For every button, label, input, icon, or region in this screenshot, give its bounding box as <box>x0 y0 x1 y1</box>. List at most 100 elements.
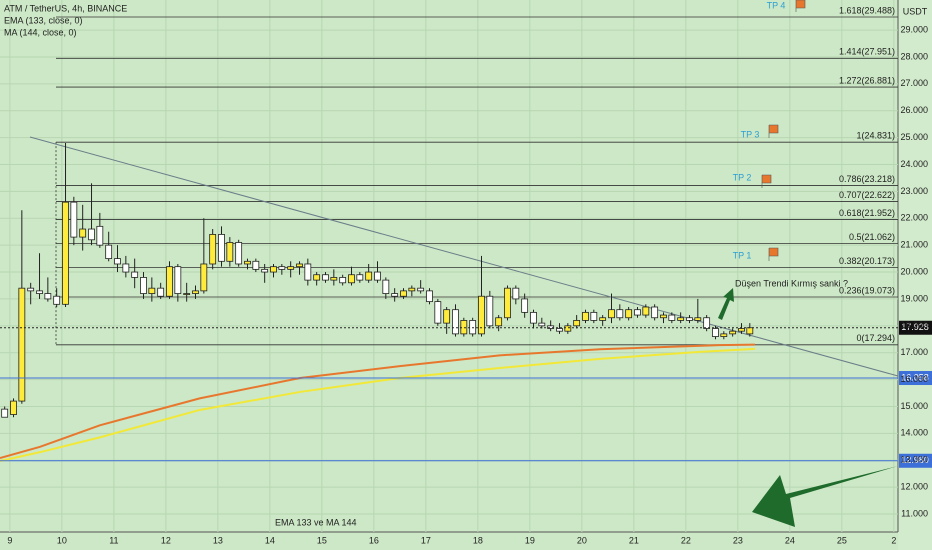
candle-body <box>18 287 26 402</box>
y-tick-label: 16.000 <box>900 374 928 384</box>
fib-label: 1.272(26.881) <box>839 75 895 85</box>
candle-body <box>140 277 147 294</box>
candle-body <box>625 309 633 319</box>
candle-body <box>746 327 754 335</box>
candle-body <box>521 298 529 313</box>
candle-body <box>408 287 416 292</box>
fib-label: 0(17.294) <box>856 333 895 343</box>
candle-body <box>131 271 139 278</box>
x-tick-label: 20 <box>577 535 587 545</box>
candle-body <box>469 320 477 335</box>
ma-line <box>0 347 756 463</box>
x-tick-label: 2 <box>891 535 896 545</box>
candle-body <box>105 244 113 260</box>
flag <box>768 247 779 261</box>
x-tick-label: 21 <box>629 535 639 545</box>
y-tick-label: 19.000 <box>900 293 928 303</box>
x-tick-label: 13 <box>213 535 223 545</box>
x-tick-label: 16 <box>369 535 379 545</box>
candle-body <box>452 309 459 335</box>
ma-line <box>0 343 756 460</box>
x-tick-label: 23 <box>733 535 743 545</box>
candle-body <box>70 201 78 238</box>
y-tick-label: 15.000 <box>900 401 928 411</box>
y-tick-label: 28.000 <box>900 51 928 61</box>
candle-body <box>712 328 719 337</box>
candle-body <box>677 317 685 321</box>
candle-body <box>174 266 182 294</box>
candle-body <box>313 274 321 281</box>
y-tick-label: 18.000 <box>900 320 928 330</box>
arrow <box>752 466 898 527</box>
tp-label: TP 4 <box>767 0 786 10</box>
y-tick-label: 27.000 <box>900 78 928 88</box>
candle-body <box>720 333 728 337</box>
candle-body <box>417 287 425 292</box>
grid <box>0 0 898 532</box>
tp-label: TP 1 <box>733 250 752 260</box>
candle-body <box>547 325 555 329</box>
candle-body <box>374 271 381 281</box>
y-tick-label: 13.000 <box>900 455 928 465</box>
y-tick-label: 14.000 <box>900 428 928 438</box>
candle-body <box>218 234 225 262</box>
candle-body <box>608 309 615 319</box>
candle-body <box>322 274 329 281</box>
candle-body <box>296 263 303 268</box>
tp-label: TP 2 <box>733 172 752 182</box>
flag <box>795 0 806 12</box>
y-tick-label: 25.000 <box>900 132 928 142</box>
candle-body <box>192 290 199 294</box>
candle-body <box>226 242 234 262</box>
candle-body <box>148 287 156 294</box>
x-tick-label: 18 <box>473 535 483 545</box>
x-tick-label: 22 <box>681 535 691 545</box>
candle-body <box>53 295 61 305</box>
candle-body <box>512 287 520 300</box>
annotation: Düşen Trendi Kırmış sanki ? <box>735 278 848 288</box>
candle-body <box>694 317 702 321</box>
candle-body <box>79 228 87 238</box>
candle-body <box>590 311 598 321</box>
fib-label: 0.707(22.622) <box>839 190 895 200</box>
flags <box>761 0 806 261</box>
candles <box>1 143 754 418</box>
candle-body <box>495 317 503 327</box>
last-price-label: 17.928 <box>901 322 929 332</box>
fib-label: 0.236(19.073) <box>839 285 895 295</box>
candle-body <box>400 290 407 297</box>
candle-body <box>365 271 373 281</box>
candle-body <box>304 263 312 281</box>
y-tick-label: 29.000 <box>900 24 928 34</box>
candle-body <box>339 277 347 284</box>
x-tick-label: 19 <box>525 535 535 545</box>
candle-body <box>382 279 390 294</box>
fib-label: 1.414(27.951) <box>839 47 895 57</box>
candle-body <box>478 295 485 335</box>
candle-body <box>200 263 208 292</box>
flag <box>768 124 779 138</box>
candle-body <box>582 311 589 321</box>
levels: 16.058 12.980 17.928 <box>0 320 932 468</box>
candle-body <box>209 234 217 265</box>
x-tick-label: 10 <box>57 535 67 545</box>
candle-body <box>10 400 17 415</box>
candle-body <box>564 325 572 332</box>
candle-body <box>391 293 399 297</box>
candle-body <box>252 260 260 270</box>
candle-body <box>44 293 52 300</box>
candle-body <box>270 266 277 273</box>
fib-label: 0.786(23.218) <box>839 174 895 184</box>
candle-body <box>642 306 650 316</box>
indicator-label: EMA (133, close, 0) <box>4 15 83 25</box>
y-tick-label: 22.000 <box>900 213 928 223</box>
tp-label: TP 3 <box>741 129 760 139</box>
axes: 11.000 12.000 13.000 14.000 15.000 16.000 17.0… <box>7 24 928 545</box>
fib-label: 1.618(29.488) <box>839 5 895 15</box>
candle-body <box>356 274 364 281</box>
last-price-tag <box>899 320 932 335</box>
candle-body <box>96 225 104 246</box>
level-tag <box>899 371 932 386</box>
